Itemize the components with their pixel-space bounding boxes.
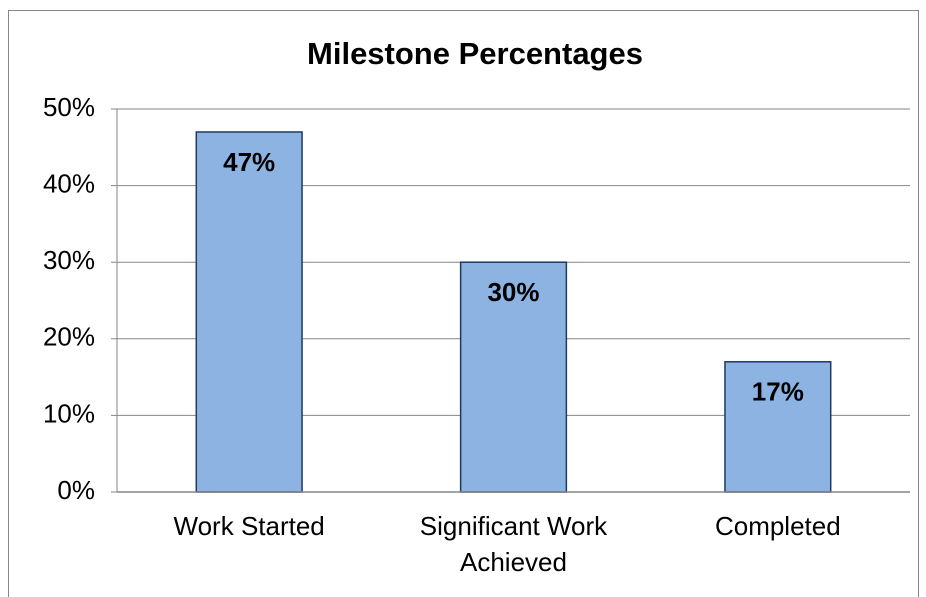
data-label: 17% [752, 377, 804, 407]
x-tick-label: Significant Work Achieved [419, 511, 608, 577]
y-tick-label: 10% [43, 398, 95, 428]
x-tick-label-box: Completed [714, 511, 841, 541]
x-tick-label: Work Started [173, 511, 325, 541]
chart-title: Milestone Percentages [307, 36, 643, 71]
y-tick-label: 0% [57, 475, 95, 505]
data-label: 30% [487, 277, 539, 307]
bar [459, 261, 568, 493]
y-tick-label: 40% [43, 168, 95, 198]
x-tick-label-box: Work Started [173, 511, 325, 541]
x-tick-label: Completed [714, 511, 841, 541]
bar [195, 131, 303, 493]
x-tick-label-box: Significant Work Achieved [419, 511, 608, 577]
y-tick-label: 30% [43, 245, 95, 275]
y-tick-label: 20% [43, 322, 95, 352]
bar [724, 361, 832, 493]
y-tick-label: 50% [43, 92, 95, 122]
data-label: 47% [223, 147, 275, 177]
